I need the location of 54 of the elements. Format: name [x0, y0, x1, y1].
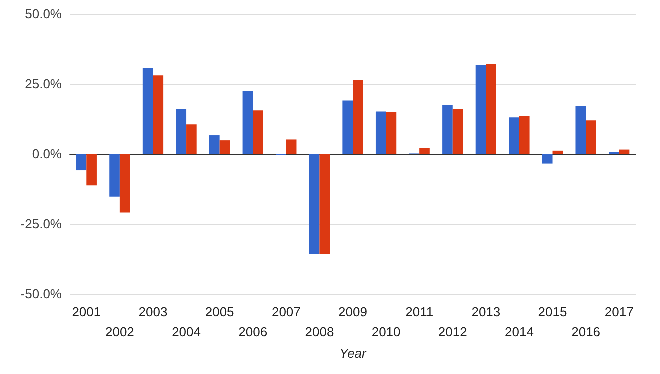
bar [286, 140, 297, 154]
bar [210, 136, 220, 154]
x-tick-label: 2012 [438, 324, 468, 340]
bar [186, 124, 197, 154]
bar [586, 120, 596, 154]
x-tick-label: 2009 [338, 304, 368, 320]
y-tick-label: 0.0% [32, 146, 62, 162]
y-tick-label: 50.0% [25, 6, 62, 22]
x-tick-label: 2004 [172, 324, 201, 340]
bar [110, 154, 120, 197]
x-tick-label: 2013 [472, 304, 501, 320]
x-tick-label: 2006 [238, 324, 268, 340]
bar [309, 154, 320, 255]
bar [442, 106, 453, 154]
y-tick-label: -25.0% [20, 216, 62, 232]
x-tick-label: 2016 [572, 324, 601, 340]
x-tick-label: 2008 [305, 324, 334, 340]
bar [452, 109, 464, 154]
bar [86, 154, 97, 186]
bar [120, 154, 130, 213]
bar [476, 66, 486, 154]
x-tick-label: 2015 [538, 304, 568, 320]
bar [153, 76, 164, 154]
bar [376, 112, 386, 154]
x-tick-label: 2007 [272, 304, 301, 320]
bar [320, 154, 330, 255]
x-tick-label: 2003 [138, 304, 168, 320]
bar [420, 148, 430, 154]
bar [176, 109, 187, 154]
x-tick-label: 2017 [604, 304, 634, 320]
x-axis-title: Year [340, 346, 368, 361]
bar [509, 118, 520, 154]
y-tick-label: -50.0% [20, 286, 62, 302]
bar [142, 68, 154, 154]
bar [519, 116, 530, 154]
bar [576, 106, 586, 154]
bar [253, 110, 264, 154]
bar [353, 80, 364, 154]
bar [542, 154, 553, 164]
bar [486, 64, 496, 154]
bar [552, 150, 564, 154]
bar [386, 112, 397, 154]
bar [76, 154, 87, 171]
y-tick-label: 25.0% [25, 76, 62, 92]
bar [342, 100, 353, 154]
bar [619, 150, 630, 154]
bar [242, 92, 254, 154]
x-tick-label: 2010 [372, 324, 401, 340]
x-tick-label: 2001 [72, 304, 102, 320]
x-tick-label: 2002 [105, 324, 134, 340]
x-tick-label: 2014 [505, 324, 534, 340]
x-tick-label: 2011 [406, 304, 434, 320]
x-tick-label: 2005 [205, 304, 234, 320]
bar [220, 140, 230, 154]
